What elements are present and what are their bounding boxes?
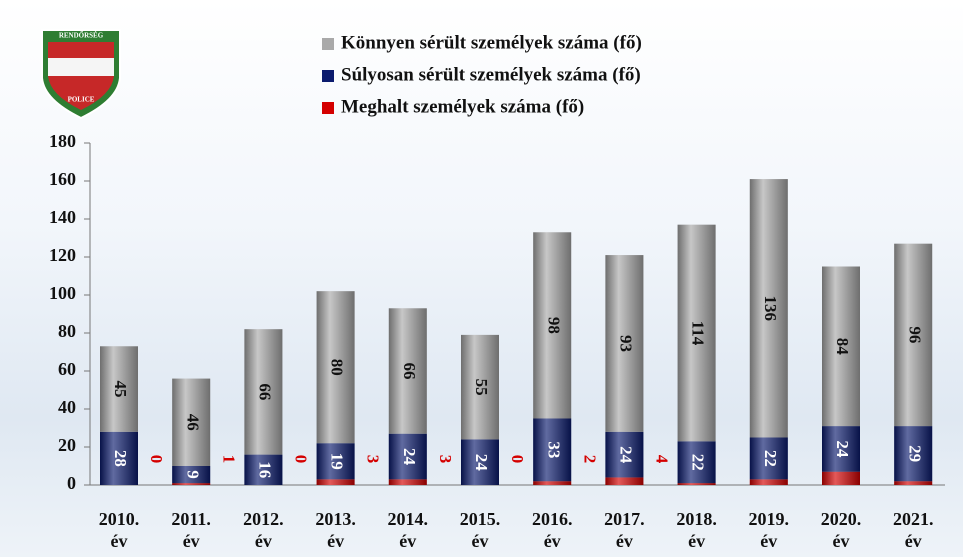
x-tick-label: 2020. év [820,509,862,551]
data-label: 55 [472,379,491,396]
data-label: 0 [147,455,166,464]
data-label: 9 [183,470,202,479]
bar-shade [822,266,860,427]
bar-shade [172,378,211,466]
data-label: 96 [905,326,924,343]
x-tick-label: 2013. év [315,509,356,551]
data-label: 24 [400,448,419,466]
bar-shade [605,431,644,478]
x-tick-label: 2018. év [676,509,717,551]
data-label: 3 [436,455,455,464]
x-tick-label: 2014. év [387,509,429,551]
bar-shade [461,439,499,485]
bar-shade [172,483,211,485]
bar-shade [605,477,644,485]
bar-shade [533,481,572,485]
bar-shade [100,431,138,485]
data-label: 0 [291,455,310,464]
y-tick-label: 100 [49,283,76,303]
y-tick-label: 180 [49,131,76,151]
x-tick-label: 2011. év [171,509,211,551]
data-label: 46 [183,414,202,431]
data-label: 136 [761,296,780,322]
data-label: 45 [111,381,130,398]
bar-shade [749,179,788,438]
bar-shade [244,329,283,455]
logo-top-text: RENDŐRSÉG [59,32,104,40]
bar-shade [316,443,355,480]
x-tick-label: 2021. év [892,509,934,551]
y-tick-label: 160 [49,169,76,189]
bar-shade [749,437,788,480]
bar-shade [605,255,644,432]
data-label: 24 [472,454,491,472]
bar-shade [749,479,788,485]
data-label: 80 [328,359,347,376]
data-label: 4 [652,455,671,464]
data-label: 19 [328,453,347,470]
data-label: 0 [508,455,527,464]
bar-shade [461,334,499,440]
legend-swatch [322,70,334,82]
data-label: 1 [219,455,238,464]
y-tick-label: 0 [67,473,76,493]
data-label: 66 [255,383,274,400]
data-label: 3 [364,455,383,464]
x-tick-label: 2016. év [531,509,573,551]
x-tick-label: 2017. év [604,509,645,551]
data-label: 84 [833,338,852,356]
y-tick-label: 20 [58,435,76,455]
bar-shade [388,479,427,485]
bar-shade [388,433,427,480]
data-label: 33 [544,441,563,458]
legend-swatch [322,38,334,50]
legend-label: Könnyen sérült személyek száma (fő) [341,32,642,53]
bar-shade [677,224,716,442]
y-tick-label: 40 [58,397,76,417]
data-label: 22 [689,454,708,471]
data-label: 66 [400,363,419,380]
bar-shade [894,243,933,427]
legend-label: Meghalt személyek száma (fő) [341,96,584,117]
x-tick-label: 2019. év [748,509,790,551]
legend-label: Súlyosan sérült személyek száma (fő) [341,64,641,85]
x-tick-label: 2015. év [459,509,501,551]
bar-shade [894,481,933,485]
x-tick-label: 2012. év [243,509,284,551]
data-label: 98 [544,317,563,334]
bar-shade [894,426,933,482]
bar-shade [244,454,283,485]
bar-shade [533,232,572,419]
legend-swatch [322,102,334,114]
bar-shade [533,418,572,482]
bar-shade [316,479,355,485]
data-label: 24 [616,446,635,464]
y-tick-label: 80 [58,321,76,341]
data-label: 16 [255,461,274,478]
data-label: 28 [111,450,130,467]
logo: RENDŐRSÉG POLICE [41,29,121,120]
logo-bottom-text: POLICE [68,96,95,104]
y-tick-label: 60 [58,359,76,379]
data-label: 93 [616,335,635,352]
bar-shade [172,466,211,484]
y-tick-label: 120 [49,245,76,265]
y-tick-label: 140 [49,207,76,227]
data-label: 29 [905,445,924,462]
data-label: 2 [580,455,599,464]
bar-shade [388,308,427,434]
bar-shade [316,291,355,444]
bar-shade [822,471,860,485]
data-label: 24 [833,440,852,458]
bar-shade [100,346,138,432]
bar-shade [677,483,716,485]
data-label: 22 [761,450,780,467]
bar-shade [677,441,716,484]
bar-shade [822,426,860,472]
x-tick-label: 2010. év [98,509,140,551]
data-label: 114 [689,321,708,346]
